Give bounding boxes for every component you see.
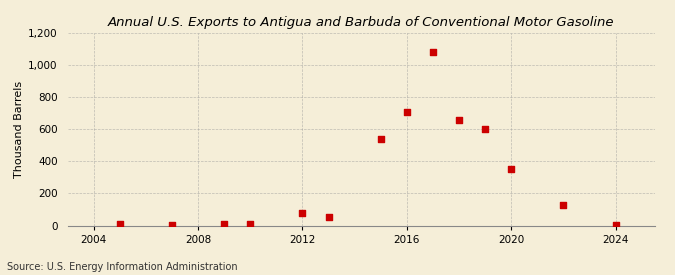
Point: [480, 127, 491, 131]
Title: Annual U.S. Exports to Antigua and Barbuda of Conventional Motor Gasoline: Annual U.S. Exports to Antigua and Barbu…: [108, 16, 614, 29]
Y-axis label: Thousand Barrels: Thousand Barrels: [14, 81, 24, 178]
Point: [402, 109, 412, 114]
Point: [427, 50, 438, 54]
Point: [219, 222, 230, 226]
Point: [114, 222, 125, 226]
Point: [375, 137, 386, 141]
Point: [610, 222, 621, 227]
Point: [323, 214, 334, 219]
Point: [167, 222, 178, 227]
Point: [558, 202, 569, 207]
Point: [454, 117, 464, 122]
Point: [297, 210, 308, 215]
Text: Source: U.S. Energy Information Administration: Source: U.S. Energy Information Administ…: [7, 262, 238, 272]
Point: [506, 167, 516, 172]
Point: [245, 222, 256, 226]
